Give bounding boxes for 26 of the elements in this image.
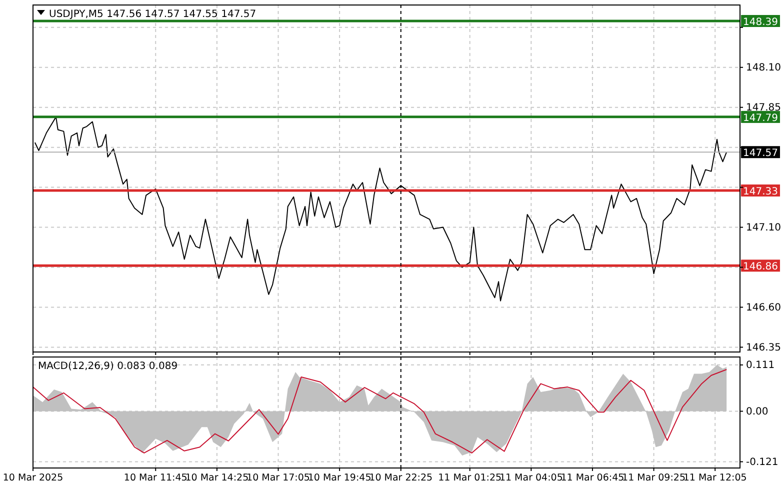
x-tick-label: 11 Mar 06:45 <box>560 472 624 484</box>
x-tick-label: 10 Mar 14:25 <box>185 472 249 484</box>
ref-line-label: 147.33 <box>743 186 778 198</box>
ref-line-label: 148.39 <box>743 16 778 28</box>
x-tick-label: 10 Mar 17:05 <box>246 472 310 484</box>
y-tick-label: 146.60 <box>746 302 781 314</box>
ref-line-label: 147.57 <box>743 148 778 160</box>
ref-line-label: 146.86 <box>743 262 778 273</box>
x-tick-label: 10 Mar 11:45 <box>124 472 188 484</box>
y-tick-label: 0.111 <box>746 360 775 372</box>
y-tick-label: 146.35 <box>746 342 781 354</box>
x-tick-label: 10 Mar 2025 <box>2 472 64 484</box>
x-tick-label: 11 Mar 01:25 <box>438 472 502 484</box>
y-tick-label: 147.85 <box>746 102 781 114</box>
x-tick-label: 11 Mar 12:05 <box>683 472 747 484</box>
chart-title: USDJPY,M5 147.56 147.57 147.55 147.57 <box>49 9 256 20</box>
x-tick-label: 10 Mar 22:25 <box>369 472 433 484</box>
chart-title: MACD(12,26,9) 0.083 0.089 <box>38 361 178 372</box>
ref-line-label: 147.79 <box>743 112 778 124</box>
y-tick-label: -0.121 <box>746 456 778 468</box>
x-tick-label: 11 Mar 09:25 <box>622 472 686 484</box>
y-tick-label: 0.00 <box>746 406 768 418</box>
x-tick-label: 10 Mar 19:45 <box>308 472 372 484</box>
y-tick-label: 148.10 <box>746 62 781 74</box>
y-tick-label: 147.10 <box>746 222 781 234</box>
x-tick-label: 11 Mar 04:05 <box>499 472 563 484</box>
